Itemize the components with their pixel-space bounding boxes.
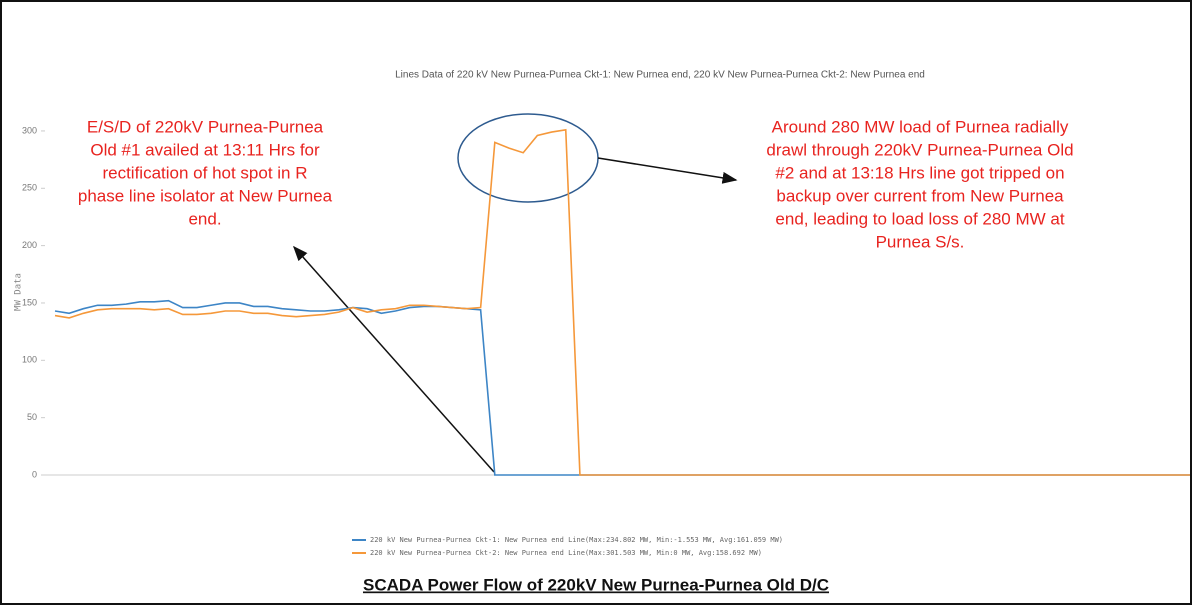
- y-tick-label: 100: [22, 355, 37, 365]
- arrow: [597, 157, 738, 184]
- legend-label: 220 kV New Purnea-Purnea Ckt-2: New Purn…: [370, 549, 762, 557]
- y-axis-label: MW Data: [14, 273, 24, 311]
- annotation: rectification of hot spot in R: [102, 163, 307, 182]
- chart-title: Lines Data of 220 kV New Purnea-Purnea C…: [395, 70, 925, 81]
- annotation: backup over current from New Purnea: [776, 186, 1064, 205]
- arrow: [293, 245, 495, 473]
- annotation: end, leading to load loss of 280 MW at: [775, 209, 1064, 228]
- annotation: phase line isolator at New Purnea: [78, 186, 333, 205]
- annotation: end.: [188, 209, 221, 228]
- y-tick-label: 250: [22, 183, 37, 193]
- y-tick-label: 0: [32, 469, 37, 479]
- annotation: Purnea S/s.: [876, 232, 965, 251]
- y-tick-label: 200: [22, 240, 37, 250]
- y-tick-label: 50: [27, 412, 37, 422]
- annotation: #2 and at 13:18 Hrs line got tripped on: [775, 163, 1064, 182]
- caption: SCADA Power Flow of 220kV New Purnea-Pur…: [363, 575, 829, 594]
- annotation: drawl through 220kV Purnea-Purnea Old: [766, 140, 1073, 159]
- y-tick-label: 300: [22, 125, 37, 135]
- series-line: [54, 128, 1190, 476]
- annotation: E/S/D of 220kV Purnea-Purnea: [87, 117, 324, 136]
- legend-label: 220 kV New Purnea-Purnea Ckt-1: New Purn…: [370, 536, 783, 544]
- annotation: Around 280 MW load of Purnea radially: [772, 117, 1069, 136]
- y-tick-label: 150: [22, 297, 37, 307]
- annotation: Old #1 availed at 13:11 Hrs for: [90, 140, 320, 159]
